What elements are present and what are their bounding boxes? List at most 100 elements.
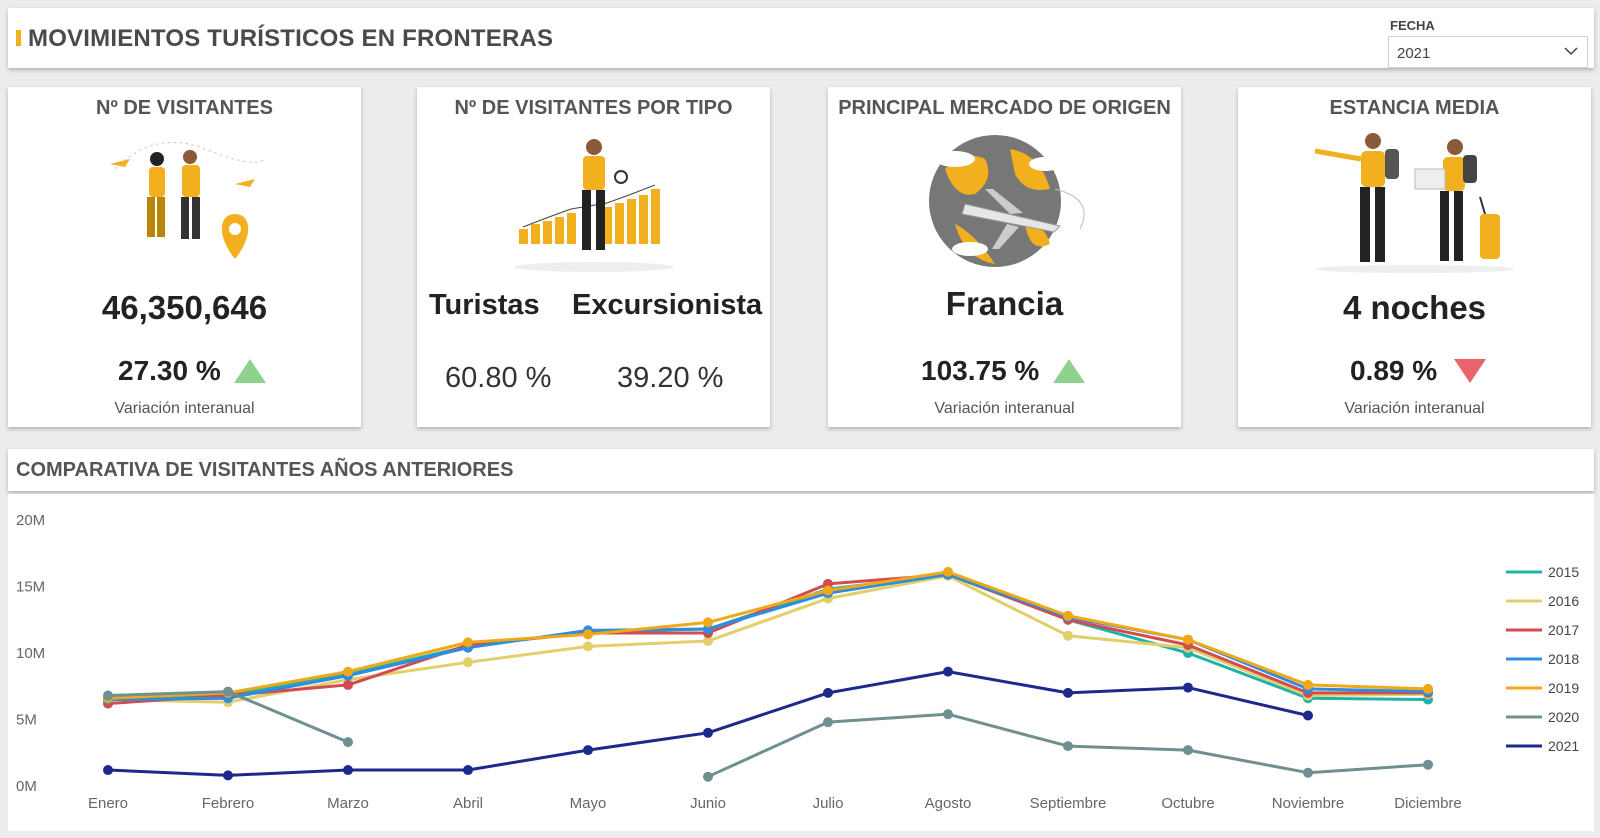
x-tick-label: Septiembre — [1030, 795, 1107, 812]
legend-label-2018: 2018 — [1548, 651, 1579, 667]
type-label-excursionista: Excursionista — [572, 289, 763, 321]
data-point-2021 — [343, 765, 353, 776]
data-point-2017 — [343, 679, 353, 690]
data-point-2021 — [583, 745, 593, 756]
data-point-2019 — [823, 585, 833, 596]
data-point-2021 — [1303, 710, 1313, 721]
variation-caption: Variación interanual — [114, 400, 255, 417]
data-point-2020 — [823, 717, 833, 728]
trend-up-icon — [1053, 359, 1085, 383]
x-tick-label: Agosto — [925, 795, 972, 812]
data-point-2021 — [463, 765, 473, 776]
date-filter-value: 2021 — [1397, 45, 1431, 62]
x-tick-label: Junio — [690, 795, 726, 812]
data-point-2019 — [1063, 610, 1073, 621]
legend-label-2019: 2019 — [1548, 680, 1579, 696]
x-tick-label: Abril — [453, 795, 483, 812]
visitors-variation: 27.30 % — [118, 355, 221, 386]
data-point-2020 — [943, 709, 953, 720]
data-point-2019 — [343, 666, 353, 677]
data-point-2020 — [1183, 745, 1193, 756]
x-tick-label: Julio — [813, 795, 844, 812]
kpi-card-tipo: Nº DE VISITANTES POR TIPO Turistas Excur… — [417, 87, 770, 427]
kpi-title: Nº DE VISITANTES — [96, 97, 273, 119]
type-pct-excursionista: 39.20 % — [617, 362, 724, 394]
page-header: MOVIMIENTOS TURÍSTICOS EN FRONTERAS FECH… — [8, 8, 1594, 68]
x-tick-label: Octubre — [1161, 795, 1214, 812]
data-point-2019 — [703, 617, 713, 628]
x-tick-label: Mayo — [570, 795, 607, 812]
kpi-title: Nº DE VISITANTES POR TIPO — [454, 97, 733, 119]
data-point-2019 — [583, 629, 593, 640]
data-point-2020 — [1063, 741, 1073, 752]
x-tick-label: Febrero — [202, 795, 255, 812]
legend-label-2017: 2017 — [1548, 622, 1579, 638]
variation-caption: Variación interanual — [1344, 400, 1485, 417]
data-point-2020 — [223, 686, 233, 697]
x-tick-label: Diciembre — [1394, 795, 1462, 812]
data-point-2021 — [703, 727, 713, 738]
legend-label-2020: 2020 — [1548, 709, 1579, 725]
total-visitors-value: 46,350,646 — [101, 289, 268, 326]
kpi-card-estancia: ESTANCIA MEDIA 4 noches 0.89 % Variación… — [1238, 87, 1591, 427]
stay-variation: 0.89 % — [1350, 355, 1438, 386]
data-point-2020 — [103, 690, 113, 701]
data-point-2019 — [463, 637, 473, 648]
data-point-2019 — [1423, 683, 1433, 694]
data-point-2019 — [1303, 679, 1313, 690]
x-tick-label: Marzo — [327, 795, 369, 812]
data-point-2016 — [583, 641, 593, 652]
type-pct-turistas: 60.80 % — [445, 362, 552, 394]
data-point-2021 — [103, 765, 113, 776]
visitors-line-chart: 0M 5M 10M 15M 20M Enero Febrero Marzo Abril Mayo J… — [8, 494, 1594, 831]
data-point-2021 — [1063, 687, 1073, 698]
main-market-value: Francia — [945, 285, 1064, 322]
date-filter-dropdown[interactable]: 2021 — [1388, 36, 1588, 68]
y-tick-label: 15M — [16, 579, 45, 596]
series-line-2019 — [107, 570, 1429, 700]
kpi-card-mercado: PRINCIPAL MERCADO DE ORIGEN Francia 103.… — [828, 87, 1181, 427]
chevron-down-icon — [1564, 47, 1578, 56]
globe-plane-illustration — [928, 135, 1084, 267]
chart-header: COMPARATIVA DE VISITANTES AÑOS ANTERIORE… — [8, 449, 1594, 491]
avg-stay-value: 4 noches — [1342, 289, 1487, 326]
y-tick-label: 20M — [16, 512, 45, 529]
hikers-illustration — [1314, 133, 1515, 273]
series-line-2015 — [107, 573, 1429, 702]
y-tick-label: 5M — [16, 712, 37, 729]
data-point-2019 — [1183, 634, 1193, 645]
data-point-2021 — [943, 666, 953, 677]
series-line-2017 — [107, 573, 1428, 706]
x-tick-label: Noviembre — [1272, 795, 1345, 812]
travelers-illustration — [109, 141, 265, 259]
y-tick-label: 0M — [16, 778, 37, 795]
type-label-turistas: Turistas — [429, 289, 540, 321]
data-point-2016 — [703, 636, 713, 647]
legend-label-2016: 2016 — [1548, 593, 1579, 609]
series-line-2016 — [107, 574, 1429, 704]
line-chart-canvas: 0M 5M 10M 15M 20M Enero Febrero Marzo Abril Mayo J… — [16, 512, 1579, 812]
date-filter-label: FECHA — [1390, 18, 1435, 33]
x-tick-label: Enero — [88, 795, 128, 812]
data-point-2020 — [343, 737, 353, 748]
trend-up-icon — [234, 359, 266, 383]
legend-label-2021: 2021 — [1548, 738, 1579, 754]
market-variation: 103.75 % — [921, 355, 1040, 386]
growth-chart-illustration — [513, 139, 674, 272]
data-point-2016 — [1063, 630, 1073, 641]
data-point-2020 — [1423, 759, 1433, 770]
title-accent-bar — [16, 30, 21, 46]
trend-down-icon — [1454, 359, 1486, 383]
page-title: MOVIMIENTOS TURÍSTICOS EN FRONTERAS — [28, 25, 554, 52]
y-tick-label: 10M — [16, 645, 45, 662]
data-point-2016 — [463, 657, 473, 668]
data-point-2021 — [223, 770, 233, 781]
chart-title: COMPARATIVA DE VISITANTES AÑOS ANTERIORE… — [16, 459, 514, 481]
kpi-title: PRINCIPAL MERCADO DE ORIGEN — [838, 97, 1171, 119]
legend-label-2015: 2015 — [1548, 564, 1579, 580]
data-point-2021 — [823, 687, 833, 698]
data-point-2021 — [1183, 682, 1193, 693]
data-point-2020 — [703, 771, 713, 782]
kpi-card-visitantes: Nº DE VISITANTES 46,350,646 27.30 % Vari… — [8, 87, 361, 427]
data-point-2020 — [1303, 767, 1313, 778]
